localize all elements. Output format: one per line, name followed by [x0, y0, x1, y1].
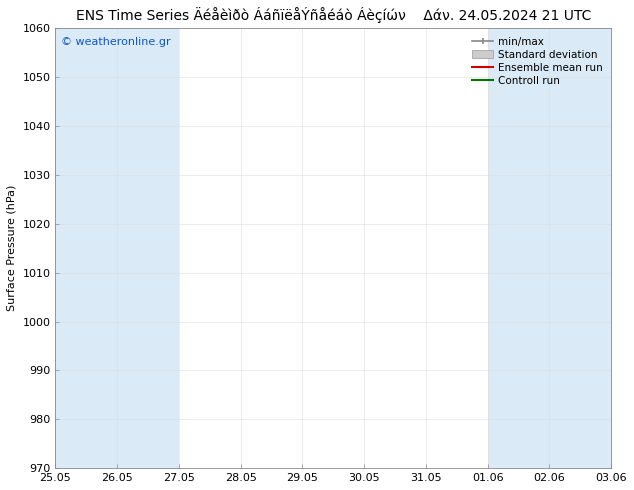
Title: ENS Time Series Äéåèìðò ÁáñïëåÝñåéáò Áèçíών    Δάν. 24.05.2024 21 UTC: ENS Time Series Äéåèìðò ÁáñïëåÝñåéáò Áèç…	[75, 7, 591, 23]
Bar	[550, 28, 611, 468]
Text: © weatheronline.gr: © weatheronline.gr	[61, 37, 171, 47]
Bar	[117, 28, 179, 468]
Bar	[488, 28, 550, 468]
Y-axis label: Surface Pressure (hPa): Surface Pressure (hPa)	[7, 185, 17, 312]
Legend: min/max, Standard deviation, Ensemble mean run, Controll run: min/max, Standard deviation, Ensemble me…	[469, 33, 606, 89]
Bar	[611, 28, 634, 468]
Bar	[56, 28, 117, 468]
